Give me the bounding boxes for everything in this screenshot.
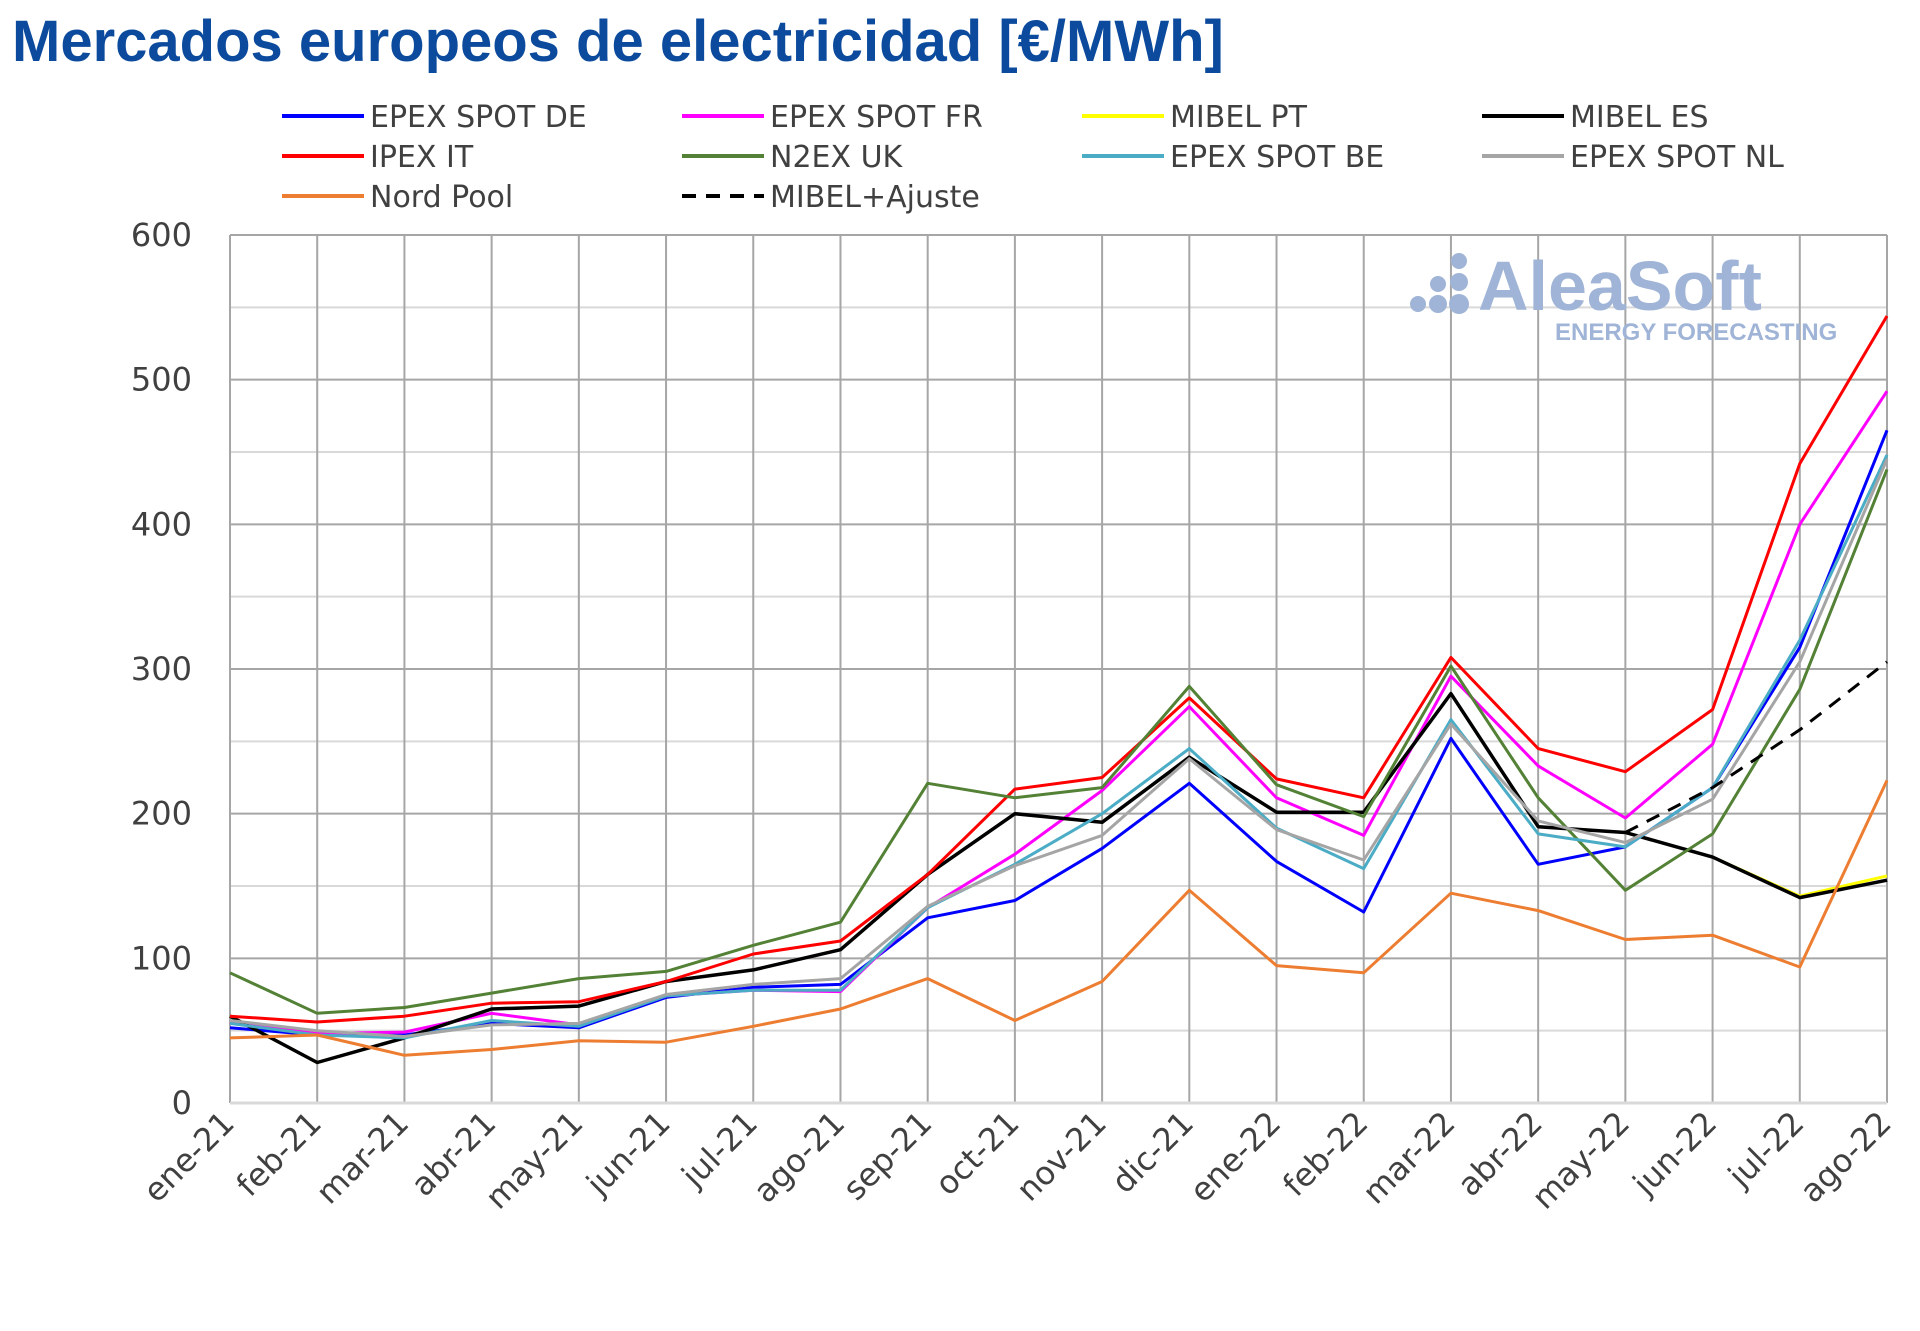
legend-label: Nord Pool <box>370 180 513 215</box>
legend-label: EPEX SPOT FR <box>770 100 983 135</box>
legend-item: MIBEL+Ajuste <box>682 180 980 215</box>
series-line-epex-spot-fr <box>229 390 1889 1036</box>
series-line-ipex-it <box>229 315 1889 1024</box>
x-tick-label: nov-21 <box>1009 1104 1114 1209</box>
legend-item: MIBEL ES <box>1482 100 1709 135</box>
x-tick-label: oct-21 <box>928 1104 1027 1203</box>
x-tick-label: jun-21 <box>578 1104 678 1204</box>
series-line-n2ex-uk <box>229 468 1889 1015</box>
legend-label: EPEX SPOT DE <box>370 100 587 135</box>
series-line-nord-pool <box>229 779 1889 1057</box>
logo-tagline: ENERGY FORECASTING <box>1555 319 1837 346</box>
legend-item: EPEX SPOT DE <box>282 100 587 135</box>
chart-title: Mercados europeos de electricidad [€/MWh… <box>12 9 1224 74</box>
legend-label: EPEX SPOT NL <box>1570 140 1784 175</box>
x-tick-label: ago-22 <box>1792 1104 1898 1210</box>
legend-item: EPEX SPOT BE <box>1082 140 1384 175</box>
legend: EPEX SPOT DE EPEX SPOT FR MIBEL PT MIBEL ES… <box>282 100 1784 215</box>
x-tick-label: ago-21 <box>746 1104 852 1210</box>
x-tick-label: may-22 <box>1524 1104 1637 1217</box>
legend-label: N2EX UK <box>770 140 904 175</box>
grid <box>229 234 1888 1105</box>
aleasoft-logo: AleaSoft ENERGY FORECASTING <box>1410 247 1837 346</box>
x-tick-label: ene-22 <box>1182 1104 1288 1210</box>
y-tick-label: 0 <box>172 1084 192 1122</box>
legend-item: MIBEL PT <box>1082 100 1308 135</box>
y-tick-label: 400 <box>131 505 192 543</box>
logo-dots-icon <box>1410 253 1469 314</box>
x-tick-label: jun-22 <box>1625 1104 1725 1204</box>
series-line-mibel-es <box>229 691 1888 1065</box>
series-lines <box>229 315 1889 1065</box>
x-tick-label: sep-21 <box>835 1104 939 1208</box>
x-tick-labels: ene-21feb-21mar-21abr-21may-21jun-21jul-… <box>136 1104 1899 1217</box>
legend-label: IPEX IT <box>370 140 474 175</box>
x-tick-label: mar-21 <box>308 1104 416 1212</box>
series-line-epex-spot-de <box>229 429 1889 1037</box>
legend-item: N2EX UK <box>682 140 904 175</box>
series-line-mibel-ajuste <box>1624 660 1888 834</box>
series-line-epex-spot-be <box>229 454 1889 1040</box>
legend-item: IPEX IT <box>282 140 474 175</box>
legend-label: EPEX SPOT BE <box>1170 140 1384 175</box>
y-tick-label: 100 <box>131 939 192 977</box>
legend-item: Nord Pool <box>282 180 513 215</box>
y-tick-label: 600 <box>131 216 192 254</box>
y-tick-label: 200 <box>131 795 192 833</box>
series-line-epex-spot-nl <box>229 458 1889 1038</box>
y-tick-label: 300 <box>131 650 192 688</box>
legend-label: MIBEL PT <box>1170 100 1308 135</box>
legend-label: MIBEL+Ajuste <box>770 180 980 215</box>
series-line-mibel-pt <box>229 692 1888 1064</box>
legend-item: EPEX SPOT FR <box>682 100 983 135</box>
logo-name: AleaSoft <box>1478 247 1762 325</box>
y-tick-label: 500 <box>131 361 192 399</box>
y-tick-labels: 0 100 200 300 400 500 600 <box>131 216 192 1122</box>
legend-item: EPEX SPOT NL <box>1482 140 1784 175</box>
x-tick-label: may-21 <box>478 1104 591 1217</box>
x-tick-label: mar-22 <box>1355 1104 1463 1212</box>
legend-label: MIBEL ES <box>1570 100 1709 135</box>
